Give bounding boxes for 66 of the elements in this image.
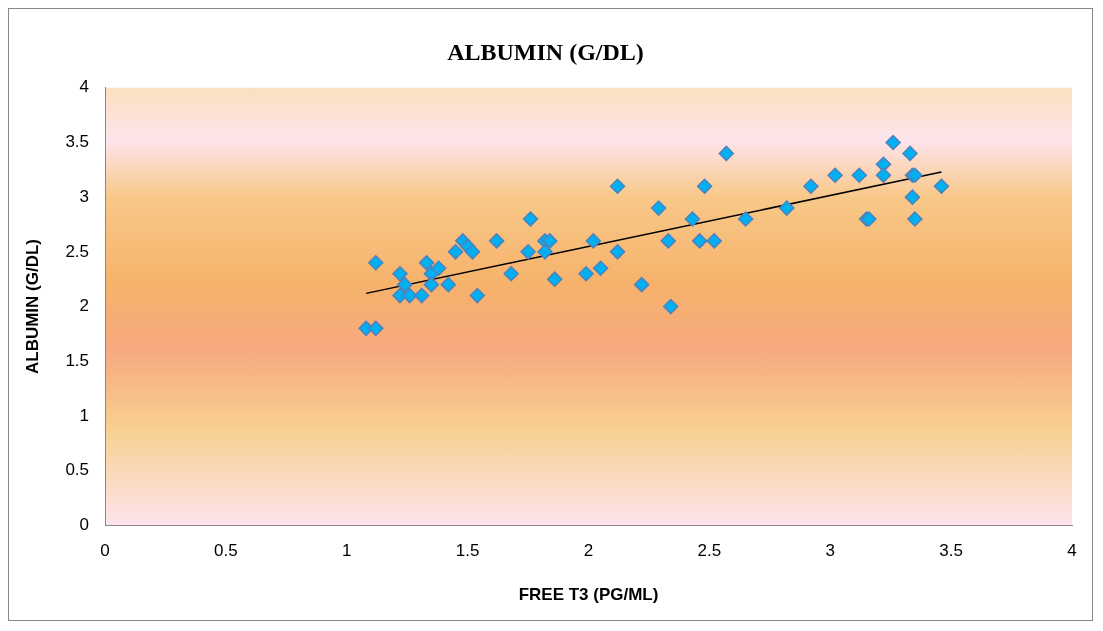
point <box>392 265 408 282</box>
y-tick-label: 2.5 <box>65 241 90 261</box>
point <box>851 167 868 184</box>
point <box>907 211 923 227</box>
x-tick-label: 2 <box>583 541 594 561</box>
point <box>875 167 892 184</box>
point <box>684 211 701 227</box>
x-tick-label: 3.5 <box>939 541 963 561</box>
point <box>423 276 440 293</box>
point <box>537 244 553 260</box>
point <box>464 244 481 260</box>
point <box>660 233 677 249</box>
point <box>520 244 536 260</box>
x-tick-label: 4 <box>1067 541 1077 561</box>
point <box>904 189 921 205</box>
point <box>696 178 713 194</box>
point <box>885 134 901 151</box>
point <box>827 167 843 184</box>
point <box>401 287 418 304</box>
y-tick-label: 4 <box>79 77 90 97</box>
point <box>718 145 735 162</box>
x-axis-title: FREE T3 (PG/ML) <box>518 585 659 605</box>
y-tick-label: 1 <box>79 405 90 425</box>
point <box>737 211 754 227</box>
y-tick-label: 1.5 <box>65 350 90 370</box>
x-tick-label: 1.5 <box>455 541 480 561</box>
point <box>522 211 539 227</box>
y-tick-label: 0 <box>79 514 90 534</box>
point <box>488 233 505 249</box>
point <box>933 178 950 194</box>
y-tick-label: 0.5 <box>65 460 90 480</box>
x-tick-label: 3 <box>825 541 835 561</box>
point <box>546 271 563 287</box>
x-tick-label: 2.5 <box>697 541 722 561</box>
point <box>779 200 795 216</box>
y-axis-title: ALBUMIN (G/DL) <box>22 238 42 375</box>
point <box>430 260 447 276</box>
point <box>585 233 602 249</box>
x-tick-label: 0.5 <box>214 541 238 561</box>
x-tick-label: 1 <box>342 541 352 561</box>
point <box>609 244 626 260</box>
point <box>368 255 384 271</box>
point <box>650 200 667 216</box>
chart-title: ALBUMIN (G/DL) <box>447 38 644 65</box>
point <box>469 287 486 304</box>
point <box>368 320 384 337</box>
point <box>578 265 594 282</box>
point <box>447 244 464 260</box>
point <box>397 276 413 293</box>
point <box>662 298 679 315</box>
point <box>592 260 609 276</box>
point <box>418 255 435 271</box>
point <box>691 233 708 249</box>
point <box>803 178 819 194</box>
y-tick-label: 3.5 <box>65 132 90 152</box>
point <box>542 233 558 249</box>
point <box>902 145 918 162</box>
point <box>440 276 457 293</box>
point <box>706 233 722 249</box>
point <box>413 287 430 304</box>
x-tick-label: 0 <box>100 541 110 561</box>
point <box>503 265 519 282</box>
point <box>609 178 626 194</box>
point <box>633 276 650 293</box>
y-tick-label: 2 <box>79 296 90 316</box>
y-tick-label: 3 <box>79 186 90 206</box>
